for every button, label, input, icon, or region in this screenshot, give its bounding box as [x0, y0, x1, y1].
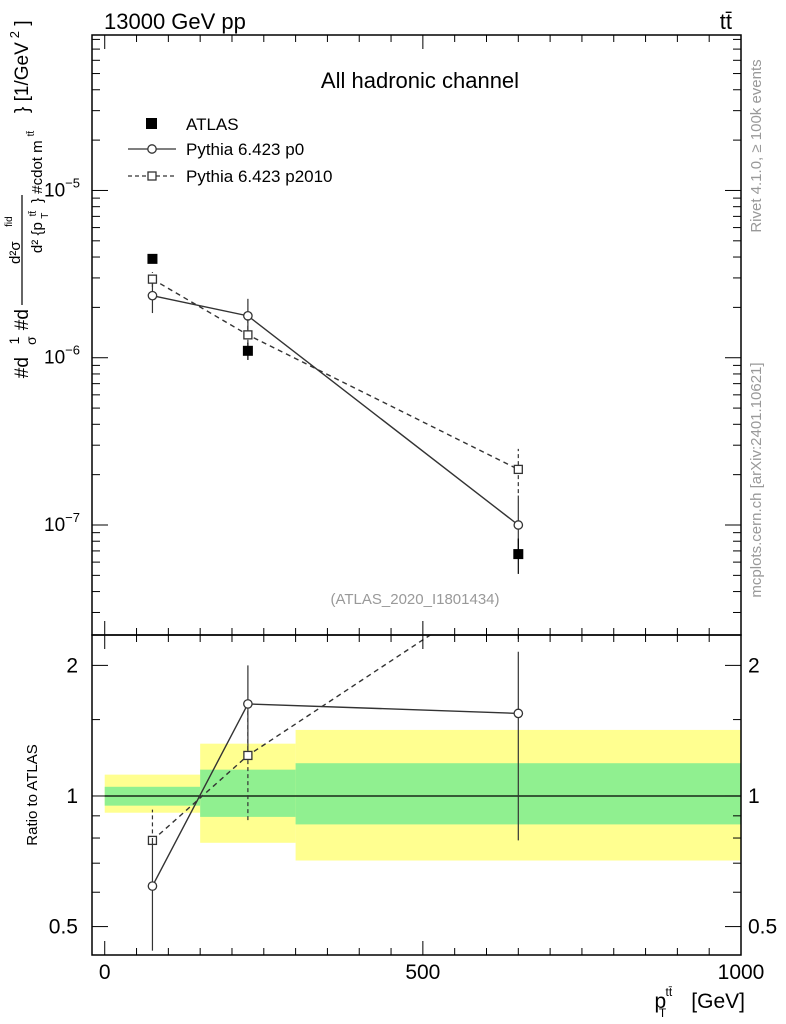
p2010-point — [513, 464, 523, 475]
process-label: tt̄ — [720, 9, 732, 34]
legend-label-p2010: Pythia 6.423 p2010 — [186, 167, 333, 186]
ylabel-part: } [1/GeV — [12, 42, 33, 113]
y-tick-label: 10−5 — [44, 175, 80, 201]
x-tick-label: 500 — [405, 961, 440, 984]
y-tick-label-right: 2 — [748, 654, 760, 677]
y-tick-label: 1 — [66, 785, 78, 808]
y-tick-label: 10−7 — [44, 510, 80, 536]
ylabel-part: T — [40, 213, 51, 219]
ylabel-part: d² {p — [29, 222, 46, 253]
main-panel: 10−7 10−6 10−5 All hadronic channel (ATLAS… — [0, 20, 742, 636]
ylabel-part: } #cdot m — [29, 140, 46, 203]
y-tick-label: 0.5 — [49, 916, 78, 939]
svg-text:#d 1 σ: #d 1 σ #d d²σ fid d² {p T tt̄ } #cdot m … — [0, 20, 53, 378]
ratio-p0-point — [243, 699, 253, 709]
xlabel-part: p — [654, 990, 666, 1013]
ylabel-part: d²σ — [7, 241, 24, 264]
ylabel-part: #d — [12, 357, 33, 378]
ylabel-part: 1 — [6, 337, 22, 345]
legend-label-p0: Pythia 6.423 p0 — [186, 140, 304, 159]
p0-point — [243, 310, 253, 321]
ratio-panel: 0 500 1000 0.5 0.5 1 1 2 2 Ratio to ATLAS p T tt… — [24, 573, 777, 1022]
ratio-panel-frame — [91, 634, 742, 956]
x-tick-label: 1000 — [718, 961, 765, 984]
atlas-point — [513, 549, 524, 560]
ylabel-part: tt̄ — [27, 210, 39, 216]
energy-label: 13000 GeV pp — [104, 9, 246, 34]
main-title: All hadronic channel — [321, 68, 519, 93]
y-tick-label: 10−6 — [44, 343, 80, 369]
y-tick-label-right: 1 — [748, 785, 760, 808]
xlabel-part: T — [659, 1006, 667, 1020]
ratio-p0-point — [513, 708, 524, 719]
ratio-p0-point — [147, 881, 158, 891]
ratio-p2010-point — [514, 573, 522, 581]
atlas-point — [147, 253, 158, 264]
ratio-xlabel: p T tt̄ [GeV] — [654, 978, 745, 1022]
mcplots-label: mcplots.cern.ch [arXiv:2401.10621] — [748, 362, 765, 597]
legend-marker-atlas — [146, 118, 157, 129]
xlabel-part: tt̄ — [665, 985, 672, 999]
ylabel-part: tt̄ — [25, 130, 37, 136]
xlabel-part: [GeV] — [691, 990, 745, 1013]
p2010-point — [243, 330, 253, 340]
ratio-ylabel: Ratio to ATLAS — [24, 744, 41, 845]
p2010-point — [147, 274, 158, 284]
legend-marker-p0 — [147, 144, 157, 154]
main-ylabel: #d 1 σ #d d²σ fid d² {p T tt̄ } #cdot m … — [0, 20, 53, 378]
ylabel-part: 2 — [7, 31, 22, 38]
ratio-p2010-point — [243, 750, 253, 761]
analysis-watermark: (ATLAS_2020_I1801434) — [330, 591, 499, 608]
legend-label-atlas: ATLAS — [186, 115, 239, 134]
legend: ATLAS Pythia 6.423 p0 Pythia 6.423 p2010 — [128, 115, 333, 186]
x-tick-label: 0 — [99, 961, 111, 984]
legend-marker-p2010 — [147, 171, 157, 181]
rivet-version-label: Rivet 4.1.0, ≥ 100k events — [748, 59, 765, 232]
p0-point — [147, 290, 158, 301]
ylabel-part: fid — [4, 216, 15, 227]
y-tick-label-right: 0.5 — [748, 916, 777, 939]
atlas-point — [242, 345, 253, 356]
ylabel-part: ] — [12, 20, 33, 25]
p0-point — [513, 520, 524, 530]
p0-line — [152, 294, 519, 526]
y-tick-label: 2 — [66, 654, 78, 677]
ylabel-part: #d — [12, 309, 33, 330]
ylabel-part: σ — [23, 336, 39, 345]
